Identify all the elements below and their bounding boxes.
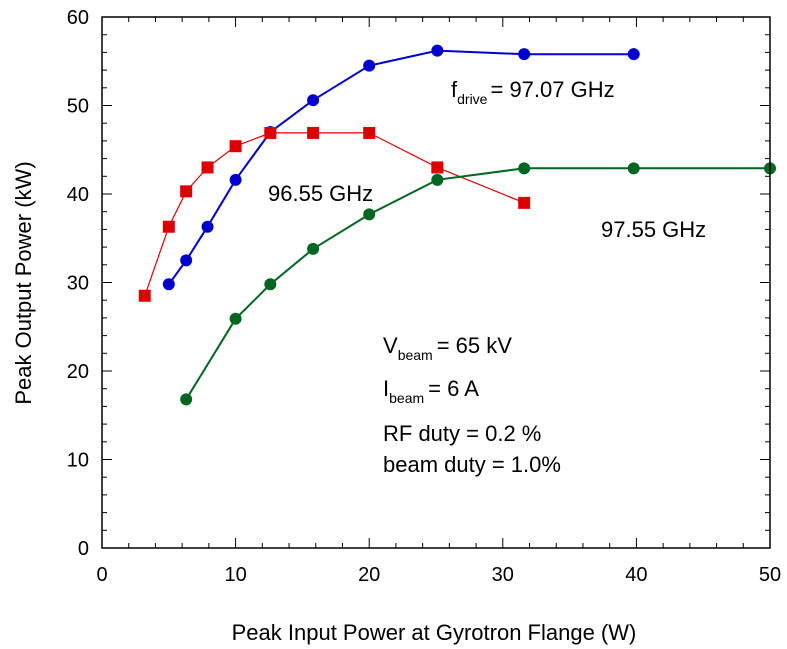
data-point-96-55-ghz: [307, 126, 320, 139]
data-point-96-55-ghz: [363, 126, 376, 139]
annotation-ibeam: Ibeam = 6 A: [383, 376, 479, 406]
data-point-96-55-ghz: [201, 161, 214, 174]
data-point-97-55-ghz: [627, 162, 640, 175]
series-label-97-07-text: = 97.07 GHz: [490, 77, 614, 102]
x-axis-title: Peak Input Power at Gyrotron Flange (W): [232, 620, 637, 645]
y-tick-label: 40: [67, 184, 89, 206]
series-label-96-55: 96.55 GHz: [268, 181, 373, 206]
data-point-97-55-ghz: [363, 208, 376, 221]
data-point-97-55-ghz: [307, 242, 320, 255]
series-label-97-07-prefix: f: [451, 77, 458, 102]
annotation-vbeam-main: V: [383, 333, 398, 358]
data-point-97-07-ghz: [162, 278, 175, 291]
y-tick-label: 0: [78, 538, 89, 560]
x-tick-label: 20: [358, 564, 380, 586]
data-point-97-07-ghz: [363, 59, 376, 72]
data-point-96-55-ghz: [180, 185, 193, 198]
data-point-97-55-ghz: [431, 173, 444, 186]
data-point-97-07-ghz: [229, 173, 242, 186]
y-axis-title: Peak Output Power (kW): [11, 161, 36, 404]
series-line-96-55-ghz: [144, 132, 525, 296]
data-point-97-55-ghz: [180, 393, 193, 406]
x-tick-label: 10: [224, 564, 246, 586]
y-tick-label: 30: [67, 273, 89, 295]
x-tick-label: 0: [96, 564, 107, 586]
y-tick-label: 10: [67, 450, 89, 472]
data-point-97-55-ghz: [518, 162, 531, 175]
annotation-vbeam: Vbeam = 65 kV: [383, 333, 512, 363]
ticks-layer: 0 10 20 30 40 50 0 10 20 30 40 50 60: [67, 7, 781, 586]
annotation-ibeam-sub: beam: [389, 390, 424, 406]
series-label-97-07-sub: drive: [457, 91, 488, 107]
data-point-96-55-ghz: [229, 140, 242, 153]
data-point-97-55-ghz: [264, 278, 277, 291]
series-layer: [138, 44, 776, 406]
data-point-96-55-ghz: [264, 126, 277, 139]
data-point-96-55-ghz: [138, 289, 151, 302]
y-tick-label: 60: [67, 7, 89, 29]
annotation-rf-duty: RF duty = 0.2 %: [383, 421, 541, 446]
annotation-beam-duty: beam duty = 1.0%: [383, 452, 561, 477]
data-point-97-07-ghz: [307, 94, 320, 107]
data-point-97-07-ghz: [201, 220, 214, 233]
plot-frame: [101, 16, 771, 549]
data-point-97-07-ghz: [180, 254, 193, 267]
data-point-97-55-ghz: [229, 312, 242, 325]
data-point-97-07-ghz: [627, 48, 640, 61]
annotation-vbeam-rest: = 65 kV: [437, 333, 513, 358]
data-point-97-07-ghz: [518, 48, 531, 61]
y-tick-label: 20: [67, 361, 89, 383]
data-point-96-55-ghz: [518, 196, 531, 209]
x-tick-label: 40: [625, 564, 647, 586]
series-label-97-55: 97.55 GHz: [601, 217, 706, 242]
data-point-96-55-ghz: [162, 220, 175, 233]
x-tick-label: 30: [492, 564, 514, 586]
series-label-97-07: fdrive = 97.07 GHz: [451, 77, 615, 107]
data-point-97-07-ghz: [431, 44, 444, 57]
annotation-ibeam-main: I: [383, 376, 389, 401]
x-tick-label: 50: [759, 564, 781, 586]
y-tick-label: 50: [67, 96, 89, 118]
data-point-96-55-ghz: [431, 161, 444, 174]
annotation-vbeam-sub: beam: [398, 347, 433, 363]
annotation-ibeam-rest: = 6 A: [428, 376, 479, 401]
series-line-97-07-ghz: [167, 49, 634, 285]
